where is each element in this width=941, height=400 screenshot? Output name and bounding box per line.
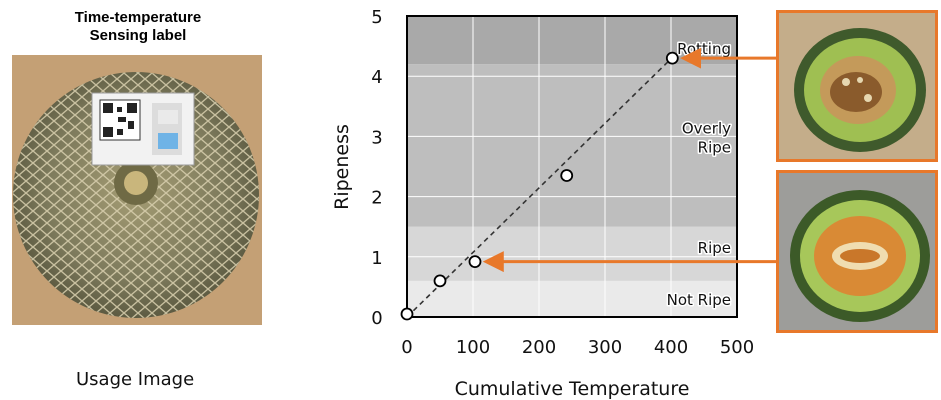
- y-tick-label: 4: [371, 67, 382, 88]
- data-point-2: [468, 255, 482, 269]
- y-tick-label: 5: [371, 7, 382, 28]
- band-0: [407, 280, 737, 317]
- ripe-melon-photo: [776, 170, 938, 333]
- data-point-3: [560, 169, 574, 182]
- x-tick-label: 200: [522, 337, 556, 358]
- x-tick-label: 500: [720, 337, 754, 358]
- y-tick-label: 1: [371, 248, 382, 269]
- x-tick-label: 100: [456, 337, 490, 358]
- data-point-1: [433, 274, 447, 288]
- label-title-line1: Time-temperature: [74, 9, 202, 26]
- band-label: Overly Ripe: [682, 119, 731, 156]
- band-label: Ripe: [698, 239, 731, 257]
- y-tick-label: 0: [371, 308, 382, 329]
- melon-photo: [12, 55, 262, 325]
- band-label: Rotting: [677, 40, 731, 58]
- x-tick-label: 300: [588, 337, 622, 358]
- band-2: [407, 64, 737, 227]
- rotting-melon-photo: [776, 10, 938, 162]
- data-point-4: [665, 51, 679, 65]
- band-1: [407, 226, 737, 281]
- trend-line: [406, 48, 682, 318]
- y-tick-label: 2: [371, 188, 382, 209]
- x-axis-label: Cumulative Temperature: [455, 378, 690, 400]
- y-tick-label: 3: [371, 127, 382, 148]
- y-axis-label: Ripeness: [331, 124, 353, 210]
- plot-frame: [406, 15, 738, 318]
- qr-label: [91, 92, 195, 166]
- label-title-line2: Sensing label: [89, 27, 187, 44]
- label-title: Time-temperature Sensing label: [38, 9, 238, 45]
- band-label: Not Ripe: [667, 291, 731, 309]
- x-tick-label: 0: [401, 337, 412, 358]
- data-point-0: [400, 307, 414, 321]
- usage-image-caption: Usage Image: [76, 369, 195, 390]
- x-tick-label: 400: [654, 337, 688, 358]
